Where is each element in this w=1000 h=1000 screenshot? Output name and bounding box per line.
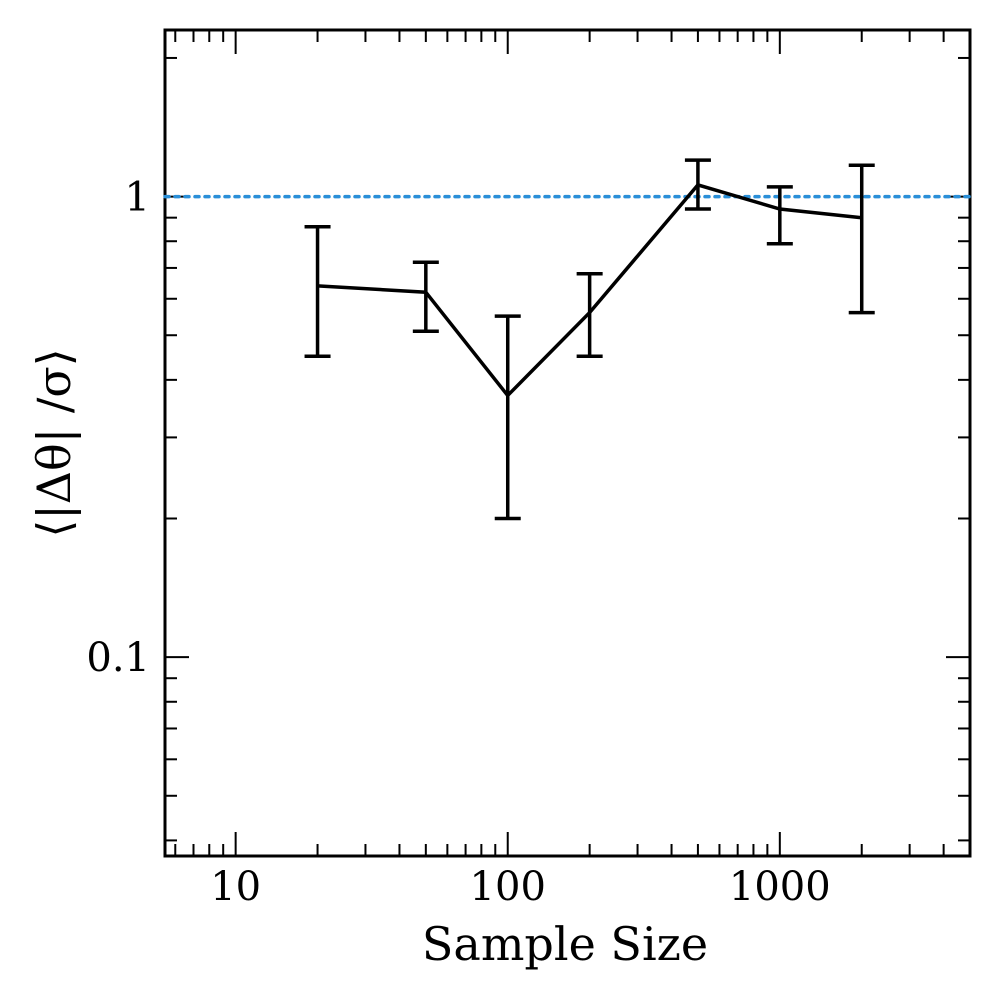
y-tick-label: 0.1 (86, 635, 150, 681)
x-tick-label: 10 (210, 864, 261, 910)
tick-labels: 10 100 1000 0.1 1 (86, 175, 830, 910)
x-tick-label: 100 (470, 864, 546, 910)
x-tick-label: 1000 (729, 864, 831, 910)
y-axis-title: ⟨|Δθ| /σ⟩ (27, 348, 81, 537)
plot-frame (163, 28, 972, 858)
axis-ticks (165, 30, 971, 856)
x-axis-title: Sample Size (422, 917, 708, 971)
y-tick-label: 1 (125, 175, 150, 221)
series-group (304, 158, 875, 521)
